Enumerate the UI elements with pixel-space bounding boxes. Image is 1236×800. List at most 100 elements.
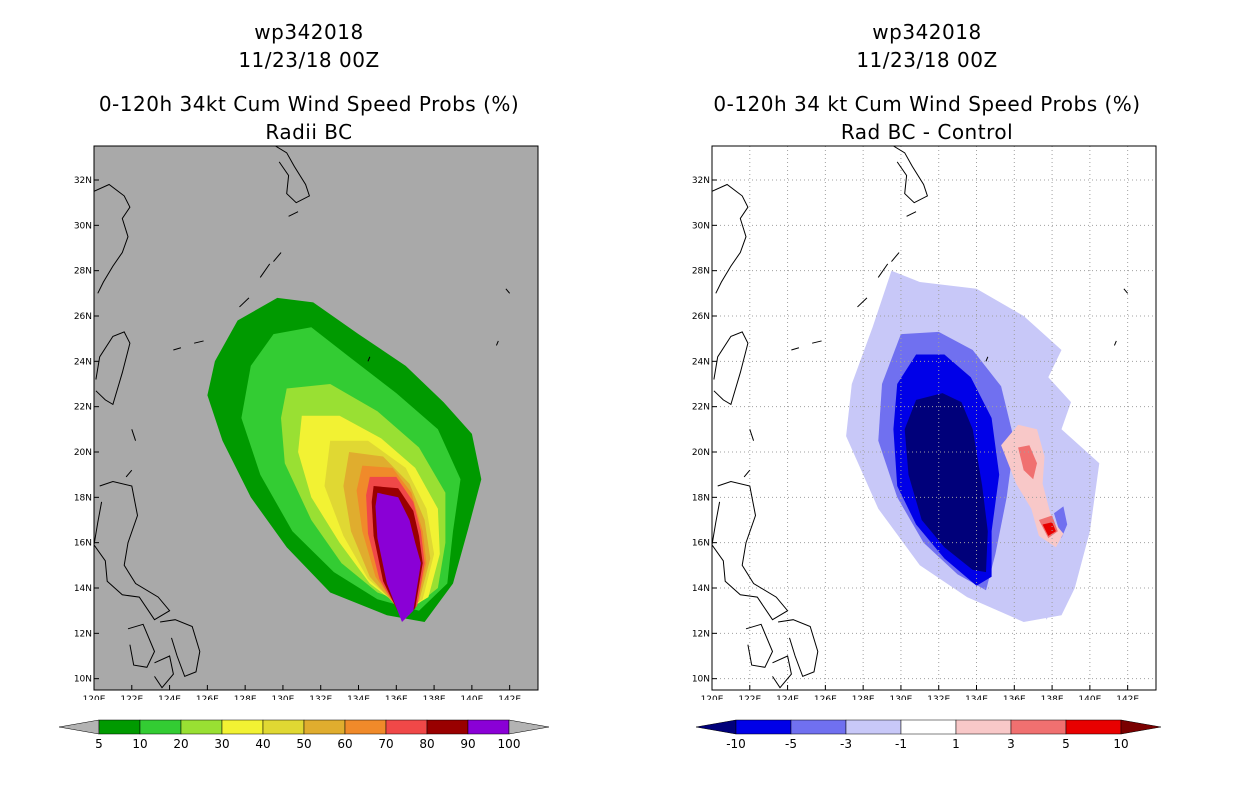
x-tick-label: 128E: [234, 695, 257, 700]
island-outline: [891, 252, 900, 262]
island-outline: [194, 340, 204, 344]
island-outline: [273, 252, 282, 262]
x-tick-label: 136E: [1003, 695, 1026, 700]
colorbar-label: 40: [255, 737, 270, 751]
right-colorbar: -10 -5 -3 -1 1 3 5 10: [695, 719, 1162, 751]
x-tick-label: 134E: [965, 695, 988, 700]
y-tick-label: 26N: [692, 312, 710, 322]
x-tick-label: 120E: [701, 695, 724, 700]
colorbar-label: 70: [378, 737, 393, 751]
x-tick-label: 126E: [196, 695, 219, 700]
colorbar-swatch: [1065, 719, 1122, 735]
plot-frame: [93, 145, 539, 691]
colorbar-swatch: [180, 719, 223, 735]
colorbar-label: 80: [419, 737, 434, 751]
colorbar-label: -3: [840, 737, 852, 751]
colorbar-label: -10: [726, 737, 746, 751]
island-outline: [877, 263, 889, 278]
colorbar-label: -1: [895, 737, 907, 751]
y-tick-label: 32N: [74, 176, 92, 186]
x-tick-label: 134E: [347, 695, 370, 700]
coastline: [94, 183, 131, 294]
coastline: [127, 623, 156, 668]
colorbar-left-arrow: [58, 719, 100, 735]
right-chart-title: 0-120h 34 kt Cum Wind Speed Probs (%): [713, 92, 1141, 116]
coastline: [154, 655, 174, 689]
x-tick-label: 138E: [1041, 695, 1064, 700]
left-probability-map: 120E 122E 124E 126E 128E 130E 132E 134E 136E 138E…: [74, 145, 539, 700]
contour-90-region-9: [375, 492, 421, 622]
contour-3-region-7: [1018, 445, 1037, 480]
colorbar-swatch: [98, 719, 141, 735]
colorbar-swatch: [344, 719, 387, 735]
y-tick-label: 12N: [74, 629, 92, 639]
island-outline: [495, 340, 499, 346]
coastline: [94, 480, 171, 621]
island-outline: [131, 429, 137, 441]
y-tick-label: 30N: [692, 221, 710, 231]
island-outline: [749, 429, 755, 441]
colorbar-left-arrow: [695, 719, 737, 735]
colorbar-label: 5: [1062, 737, 1070, 751]
coastline: [712, 480, 789, 621]
x-tick-label: 124E: [776, 695, 799, 700]
right-storm-id: wp342018: [872, 20, 982, 44]
island-outline: [791, 347, 800, 351]
x-tick-label: 142E: [498, 695, 521, 700]
colorbar-label: 1: [952, 737, 960, 751]
right-chart-subtitle: Rad BC - Control: [840, 120, 1014, 144]
y-tick-label: 10N: [74, 675, 92, 685]
left-storm-id: wp342018: [254, 20, 364, 44]
contour-1-region-6: [1001, 424, 1064, 548]
colorbar-swatch: [262, 719, 305, 735]
colorbar-swatch: [426, 719, 469, 735]
coastline: [275, 146, 311, 204]
y-tick-label: 16N: [692, 539, 710, 549]
contour-5-region-9: [1042, 522, 1056, 536]
colorbar-swatch: [955, 719, 1012, 735]
x-tick-label: 142E: [1116, 695, 1139, 700]
island-outline: [857, 297, 868, 308]
y-tick-label: 22N: [74, 403, 92, 413]
x-tick-label: 124E: [158, 695, 181, 700]
y-tick-label: 28N: [74, 267, 92, 277]
left-panel: wp342018 11/23/18 00Z 0-120h 34kt Cum Wi…: [58, 20, 550, 751]
island-outline: [505, 288, 511, 294]
x-tick-label: 122E: [738, 695, 761, 700]
x-tick-label: 140E: [460, 695, 483, 700]
colorbar-swatch: [845, 719, 902, 735]
y-tick-label: 24N: [692, 357, 710, 367]
colorbar-swatch: [900, 719, 957, 735]
colorbar-swatch: [303, 719, 346, 735]
colorbar-label: 20: [173, 737, 188, 751]
coastline: [778, 619, 819, 678]
island-outline: [985, 356, 989, 362]
x-tick-label: 126E: [814, 695, 837, 700]
y-tick-label: 22N: [692, 403, 710, 413]
coastline: [772, 655, 792, 689]
coastline: [893, 146, 929, 204]
x-tick-label: 132E: [309, 695, 332, 700]
coastline: [745, 623, 774, 668]
colorbar-label: 50: [296, 737, 311, 751]
island-outline: [259, 263, 271, 278]
left-datetime: 11/23/18 00Z: [238, 48, 380, 72]
left-chart-subtitle: Radii BC: [265, 120, 353, 144]
island-outline: [1123, 288, 1129, 294]
x-tick-label: 120E: [83, 695, 106, 700]
colorbar-label: 90: [460, 737, 475, 751]
y-tick-label: 30N: [74, 221, 92, 231]
y-tick-label: 18N: [74, 493, 92, 503]
x-tick-label: 128E: [852, 695, 875, 700]
island-outline: [367, 356, 371, 362]
contour-neg10-region-3: [904, 393, 988, 573]
colorbar-right-arrow: [1120, 719, 1162, 735]
coastline: [160, 619, 201, 678]
island-outline: [239, 297, 250, 308]
colorbar-swatch: [735, 719, 792, 735]
colorbar-swatch: [1010, 719, 1067, 735]
island-outline: [288, 211, 299, 217]
colorbar-label: 10: [1113, 737, 1128, 751]
y-tick-label: 18N: [692, 493, 710, 503]
colorbar-label: 100: [498, 737, 521, 751]
